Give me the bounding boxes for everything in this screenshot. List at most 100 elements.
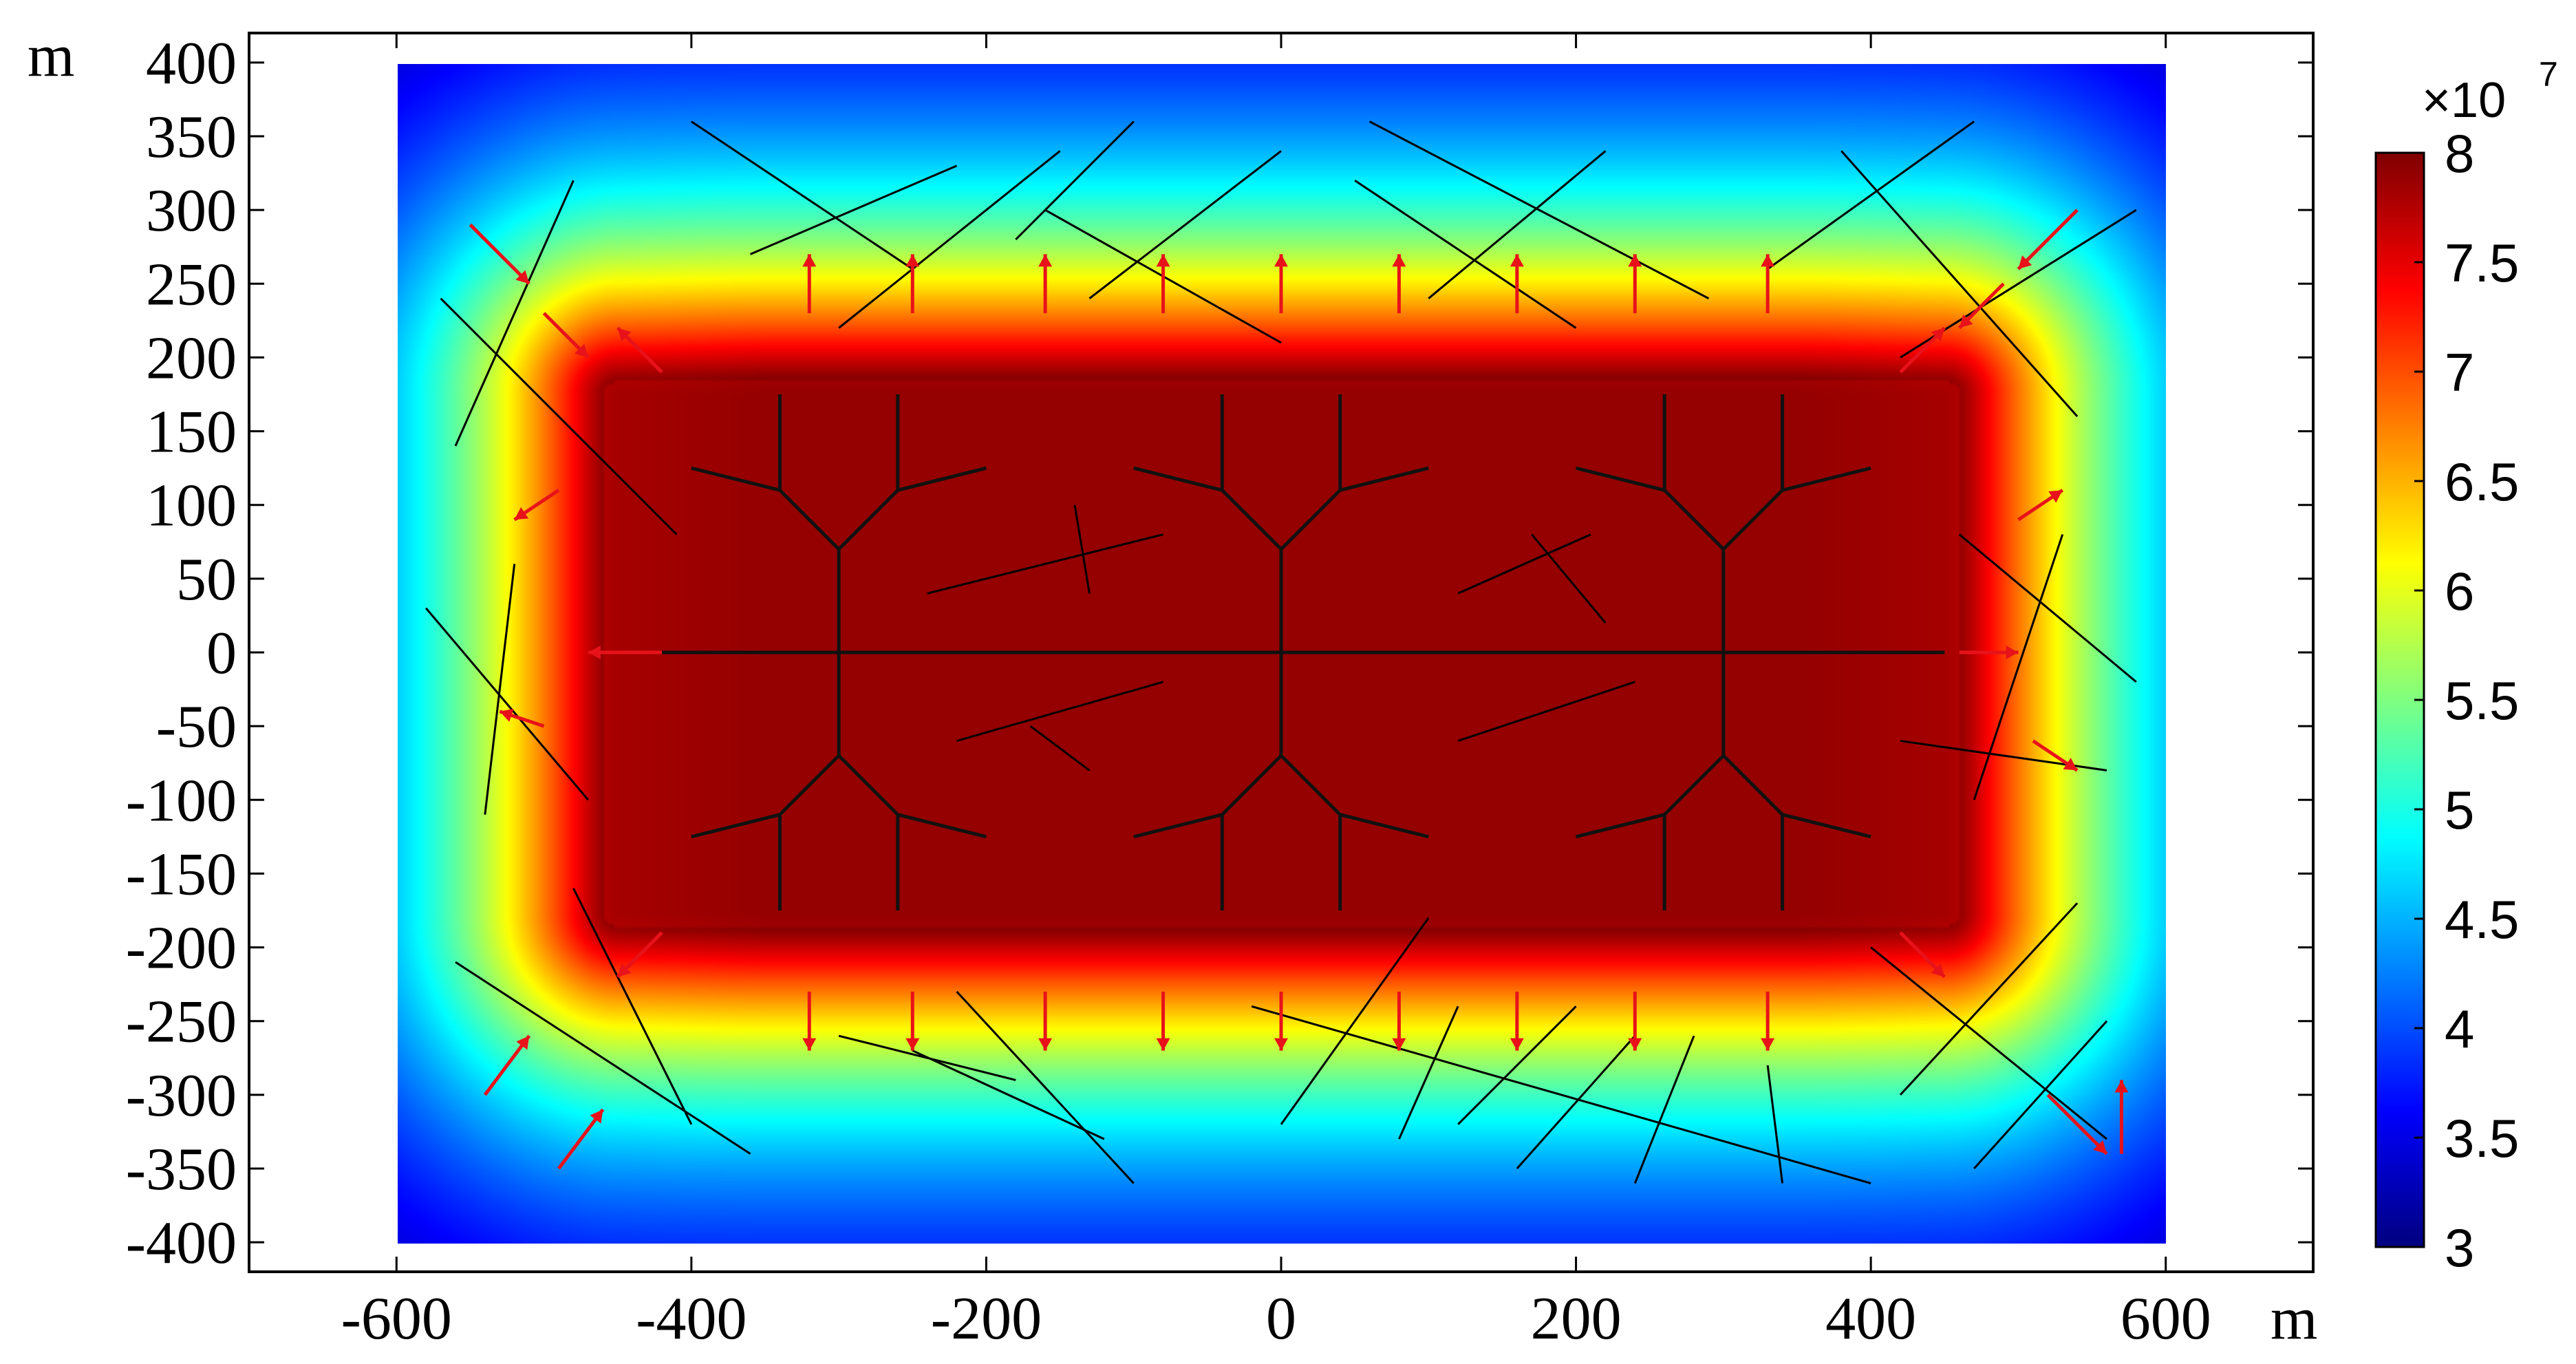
natural-fracture-line bbox=[927, 533, 1163, 595]
natural-fracture-line bbox=[1015, 120, 1135, 241]
fracture-branch bbox=[837, 489, 899, 551]
flow-arrow-head bbox=[1156, 1038, 1170, 1051]
flow-arrow-head bbox=[1274, 254, 1288, 267]
flow-arrow-head bbox=[617, 963, 632, 977]
fracture-branch bbox=[1280, 754, 1342, 816]
natural-fracture-line bbox=[1457, 533, 1591, 595]
natural-fracture-line bbox=[1251, 1005, 1871, 1184]
x-tick-label: -600 bbox=[341, 1286, 452, 1352]
flow-arrow-head bbox=[2018, 255, 2032, 269]
colorbar-tick-label: 8 bbox=[2445, 123, 2474, 184]
x-tick-label: 600 bbox=[2121, 1286, 2211, 1352]
fracture-branch bbox=[778, 489, 840, 551]
flow-arrow-shaft bbox=[2046, 1094, 2108, 1155]
flow-arrow-head bbox=[588, 646, 601, 659]
natural-fracture-line bbox=[1767, 120, 1975, 270]
y-tick-label: 50 bbox=[176, 546, 237, 613]
colorbar-tick-label: 3.5 bbox=[2445, 1108, 2519, 1169]
y-tick-label: -150 bbox=[126, 841, 237, 908]
natural-fracture-line bbox=[1428, 150, 1607, 299]
flow-arrow-head bbox=[1510, 254, 1524, 267]
flow-arrow-shaft bbox=[469, 223, 530, 286]
y-tick-label: -400 bbox=[126, 1210, 237, 1277]
fracture-branch bbox=[1781, 466, 1871, 492]
fracture-branch bbox=[897, 466, 987, 492]
y-tick-label: -350 bbox=[126, 1136, 237, 1203]
fracture-branch bbox=[1221, 754, 1282, 816]
flow-arrow-head bbox=[1510, 1038, 1524, 1051]
fracture-branch bbox=[1133, 813, 1223, 839]
x-tick-label: -400 bbox=[636, 1286, 747, 1352]
colorbar-tick-label: 6.5 bbox=[2445, 451, 2519, 512]
y-tick-label: 350 bbox=[146, 104, 237, 171]
natural-fracture-line bbox=[749, 164, 958, 255]
flow-arrow-head bbox=[590, 1109, 603, 1124]
flow-arrow-head bbox=[905, 254, 920, 267]
fracture-branch bbox=[837, 754, 899, 816]
flow-arrow-head bbox=[2063, 758, 2078, 771]
colorbar-tick-label: 7.5 bbox=[2445, 233, 2519, 293]
colorbar-tick-label: 4 bbox=[2445, 999, 2474, 1059]
flow-arrow-head bbox=[802, 254, 817, 267]
colorbar-ticks: 8 7.5 7 6.5 6 5.5 5 4.5 4 3.5 3 bbox=[2414, 123, 2519, 1278]
flow-arrow-head bbox=[1931, 328, 1945, 342]
flow-arrow-head bbox=[575, 343, 588, 358]
colorbar-tick-label: 4.5 bbox=[2445, 889, 2519, 950]
flow-arrow-head bbox=[1274, 1038, 1288, 1051]
flow-arrow-head bbox=[1038, 1038, 1053, 1051]
flow-arrow-head bbox=[905, 1038, 920, 1051]
fracture-branch bbox=[1663, 754, 1725, 816]
colorbar-tick-label: 3 bbox=[2445, 1217, 2474, 1278]
x-axis-ticks: -600 -400 -200 0 200 400 600 bbox=[341, 33, 2211, 1352]
natural-fracture-line bbox=[1029, 725, 1091, 771]
flow-arrow-head bbox=[1761, 254, 1775, 267]
flow-arrow-head bbox=[1392, 254, 1406, 267]
flow-arrow-head bbox=[516, 1036, 530, 1050]
flow-arrows bbox=[469, 209, 2129, 1170]
fracture-branch bbox=[897, 813, 987, 839]
y-tick-label: 250 bbox=[146, 251, 237, 318]
fracture-branch bbox=[778, 754, 840, 816]
natural-fracture-line bbox=[1457, 1005, 1577, 1125]
flow-arrow-head bbox=[802, 1038, 817, 1051]
y-tick-label: 300 bbox=[146, 178, 237, 244]
natural-fracture-line bbox=[1354, 180, 1577, 329]
natural-fracture-line bbox=[1073, 504, 1091, 594]
flow-arrow-head bbox=[2114, 1080, 2129, 1093]
hydraulic-fractures bbox=[617, 394, 1945, 910]
y-tick-label: -50 bbox=[156, 694, 237, 760]
flow-arrow-head bbox=[500, 708, 514, 722]
y-tick-label: 400 bbox=[146, 30, 237, 97]
natural-fracture-line bbox=[691, 120, 914, 270]
y-tick-label: -300 bbox=[126, 1063, 237, 1129]
flow-arrow-head bbox=[2006, 646, 2019, 659]
y-axis-unit: m bbox=[28, 23, 74, 89]
flow-arrow-head bbox=[1959, 314, 1973, 328]
fracture-branch bbox=[1781, 813, 1871, 839]
flow-arrow-head bbox=[514, 507, 529, 520]
natural-fracture-line bbox=[1531, 533, 1607, 624]
natural-fracture-line bbox=[455, 961, 751, 1155]
flow-arrow-head bbox=[1628, 1038, 1642, 1051]
natural-fracture-line bbox=[1457, 681, 1635, 742]
fracture-branch bbox=[1221, 489, 1282, 551]
natural-fracture-line bbox=[1899, 902, 2079, 1096]
fracture-branch bbox=[1340, 466, 1429, 492]
y-tick-label: 200 bbox=[146, 325, 237, 392]
flow-arrow-shaft bbox=[2017, 209, 2079, 270]
colorbar-tick-label: 6 bbox=[2445, 561, 2474, 621]
natural-fracture-line bbox=[454, 180, 575, 447]
natural-fracture-line bbox=[838, 1034, 1016, 1081]
x-tick-label: -200 bbox=[931, 1286, 1042, 1352]
fracture-branch bbox=[1280, 489, 1342, 551]
fracture-branch bbox=[691, 813, 781, 839]
natural-fracture-line bbox=[1088, 150, 1282, 299]
natural-fracture-line bbox=[1840, 150, 2079, 418]
flow-arrow-head bbox=[1038, 254, 1053, 267]
natural-fracture-line bbox=[1958, 533, 2137, 683]
y-tick-label: -100 bbox=[126, 767, 237, 834]
flow-arrow-head bbox=[2048, 490, 2063, 503]
natural-fracture-line bbox=[440, 297, 678, 535]
